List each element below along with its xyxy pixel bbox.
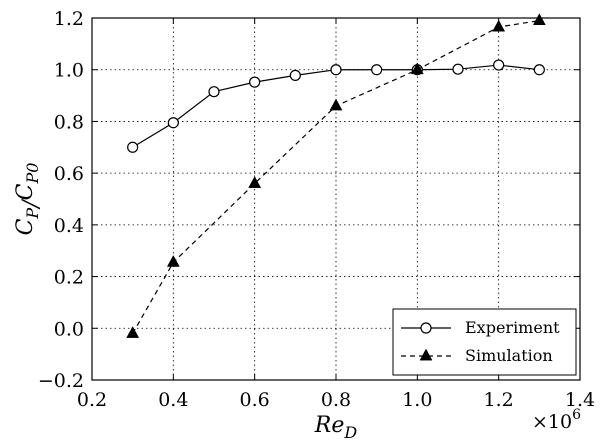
data-point-experiment — [533, 64, 545, 76]
legend-marker — [420, 322, 432, 334]
x-axis-label: ReD — [314, 413, 358, 440]
data-point-simulation — [532, 13, 546, 26]
tick-labels: 0.2 0.4 0.6 0.8 1.0 1.2 1.4 −0.2 0.0 0.2 0.4 0.6 0.8… — [38, 8, 595, 411]
data-point-experiment — [289, 69, 301, 82]
data-point-experiment — [167, 117, 179, 129]
y-tick-label: 0.6 — [54, 163, 84, 185]
y-tick-label: 0.0 — [54, 318, 84, 340]
y-tick-label: 1.0 — [54, 60, 84, 82]
data-point-experiment — [208, 86, 220, 98]
data-point-experiment — [493, 59, 505, 71]
legend: Experiment Simulation — [392, 308, 577, 376]
x-tick-label: 1.4 — [565, 389, 595, 411]
y-tick-label: 0.4 — [54, 215, 84, 237]
data-point-simulation — [126, 326, 140, 338]
data-point-simulation — [329, 98, 343, 111]
legend-label: Simulation — [465, 346, 553, 365]
x-tick-label: 1.2 — [484, 389, 514, 411]
data-point-experiment — [127, 141, 139, 153]
x-tick-label: 1.0 — [402, 389, 432, 411]
x-tick-label: 0.2 — [77, 389, 107, 411]
y-tick-label: −0.2 — [38, 370, 84, 392]
legend-marker — [419, 348, 433, 361]
legend-item-simulation: Simulation — [401, 346, 553, 365]
data-point-simulation — [166, 255, 180, 267]
legend-box — [392, 308, 577, 376]
x-tick-label: 0.4 — [158, 389, 188, 411]
data-point-simulation — [410, 62, 424, 75]
y-tick-label: 0.2 — [54, 267, 84, 289]
y-axis-label: CP/CP0 — [13, 163, 44, 236]
data-point-simulation — [248, 176, 262, 188]
ticks — [91, 17, 581, 381]
data-point-experiment — [249, 76, 261, 88]
series-simulation — [126, 13, 546, 338]
x-tick-label: 0.8 — [321, 389, 351, 411]
legend-label: Experiment — [465, 318, 560, 337]
legend-item-experiment: Experiment — [401, 318, 560, 337]
y-tick-label: 0.8 — [54, 111, 84, 133]
x-multiplier-label: ×106 — [532, 407, 581, 433]
series-layer — [126, 13, 546, 338]
data-point-simulation — [492, 19, 506, 32]
data-point-experiment — [452, 63, 464, 75]
data-point-experiment — [371, 64, 383, 76]
data-point-experiment — [330, 64, 342, 76]
x-tick-label: 0.6 — [240, 389, 270, 411]
y-tick-label: 1.2 — [54, 8, 84, 30]
